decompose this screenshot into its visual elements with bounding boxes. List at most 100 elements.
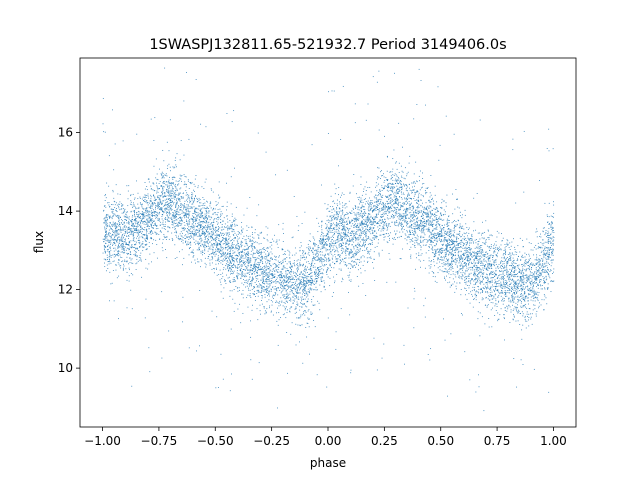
data-point <box>184 238 186 240</box>
data-point <box>246 248 248 250</box>
data-point <box>105 214 107 216</box>
data-point <box>153 165 155 167</box>
data-point <box>191 215 193 217</box>
data-point <box>149 226 151 227</box>
data-point <box>297 303 299 305</box>
data-point <box>323 265 325 267</box>
data-point <box>343 236 345 238</box>
data-point <box>243 235 245 237</box>
data-point <box>261 268 262 270</box>
data-point <box>261 261 263 263</box>
data-point <box>539 263 541 265</box>
data-point <box>308 281 309 283</box>
data-point <box>258 238 260 239</box>
data-point <box>215 231 216 233</box>
data-point <box>236 275 238 276</box>
data-point <box>376 203 378 205</box>
data-point <box>131 232 133 234</box>
data-point <box>475 278 477 280</box>
data-point <box>297 263 299 265</box>
data-point <box>121 236 122 238</box>
data-point <box>477 291 479 293</box>
data-point <box>169 207 171 208</box>
data-point <box>359 261 360 263</box>
data-point <box>116 254 118 255</box>
data-point <box>452 235 454 236</box>
data-point <box>548 251 550 253</box>
data-point <box>103 205 105 207</box>
data-point <box>350 372 352 374</box>
data-point <box>356 215 357 217</box>
data-point <box>286 296 288 298</box>
data-point <box>330 250 332 252</box>
data-point <box>322 242 323 244</box>
data-point <box>342 237 343 239</box>
data-point <box>265 263 267 265</box>
data-point <box>521 256 523 258</box>
data-point <box>324 247 326 249</box>
data-point <box>299 273 300 275</box>
data-point <box>502 271 504 273</box>
data-point <box>226 239 228 241</box>
data-point <box>521 288 522 290</box>
data-point <box>490 272 492 274</box>
data-point <box>200 217 202 219</box>
data-point <box>142 208 144 210</box>
data-point <box>520 285 522 287</box>
data-point <box>336 258 338 260</box>
data-point <box>451 257 453 259</box>
data-point <box>267 240 269 242</box>
data-point <box>380 209 382 211</box>
data-point <box>538 261 540 263</box>
data-point <box>408 200 410 202</box>
data-point <box>120 251 122 253</box>
data-point <box>140 215 141 217</box>
data-point <box>311 312 313 314</box>
data-point <box>417 222 418 224</box>
data-point <box>180 238 182 239</box>
data-point <box>338 212 340 214</box>
data-point <box>175 230 177 232</box>
data-point <box>168 226 170 228</box>
data-point <box>227 221 229 223</box>
data-point <box>315 259 317 261</box>
data-point <box>213 239 215 241</box>
data-point <box>383 236 385 238</box>
data-point <box>114 236 116 238</box>
data-point <box>346 248 348 250</box>
data-point <box>540 251 542 253</box>
data-point <box>341 194 342 196</box>
data-point <box>160 221 162 223</box>
data-point <box>168 198 170 200</box>
data-point <box>320 235 322 237</box>
data-point <box>363 216 364 218</box>
data-point <box>162 242 163 244</box>
data-point <box>138 229 140 231</box>
data-point <box>232 260 234 261</box>
data-point <box>502 260 504 262</box>
data-point <box>192 226 194 228</box>
data-point <box>279 271 281 273</box>
data-point <box>109 253 111 255</box>
data-point <box>158 203 160 205</box>
data-point <box>500 260 502 262</box>
data-point <box>255 266 257 267</box>
data-point <box>352 256 354 257</box>
data-point <box>257 267 259 269</box>
data-point <box>121 243 123 244</box>
data-point <box>390 215 392 217</box>
data-point <box>302 303 304 305</box>
data-point <box>458 251 460 253</box>
data-point <box>360 231 362 233</box>
data-point <box>413 219 415 221</box>
data-point <box>455 241 457 242</box>
data-point <box>414 239 416 241</box>
data-point <box>285 300 287 302</box>
data-point <box>383 206 384 208</box>
data-point <box>160 195 162 197</box>
data-point <box>351 240 353 242</box>
data-point <box>360 257 362 259</box>
data-point <box>520 277 522 279</box>
data-point <box>251 270 253 272</box>
data-point <box>249 265 251 267</box>
